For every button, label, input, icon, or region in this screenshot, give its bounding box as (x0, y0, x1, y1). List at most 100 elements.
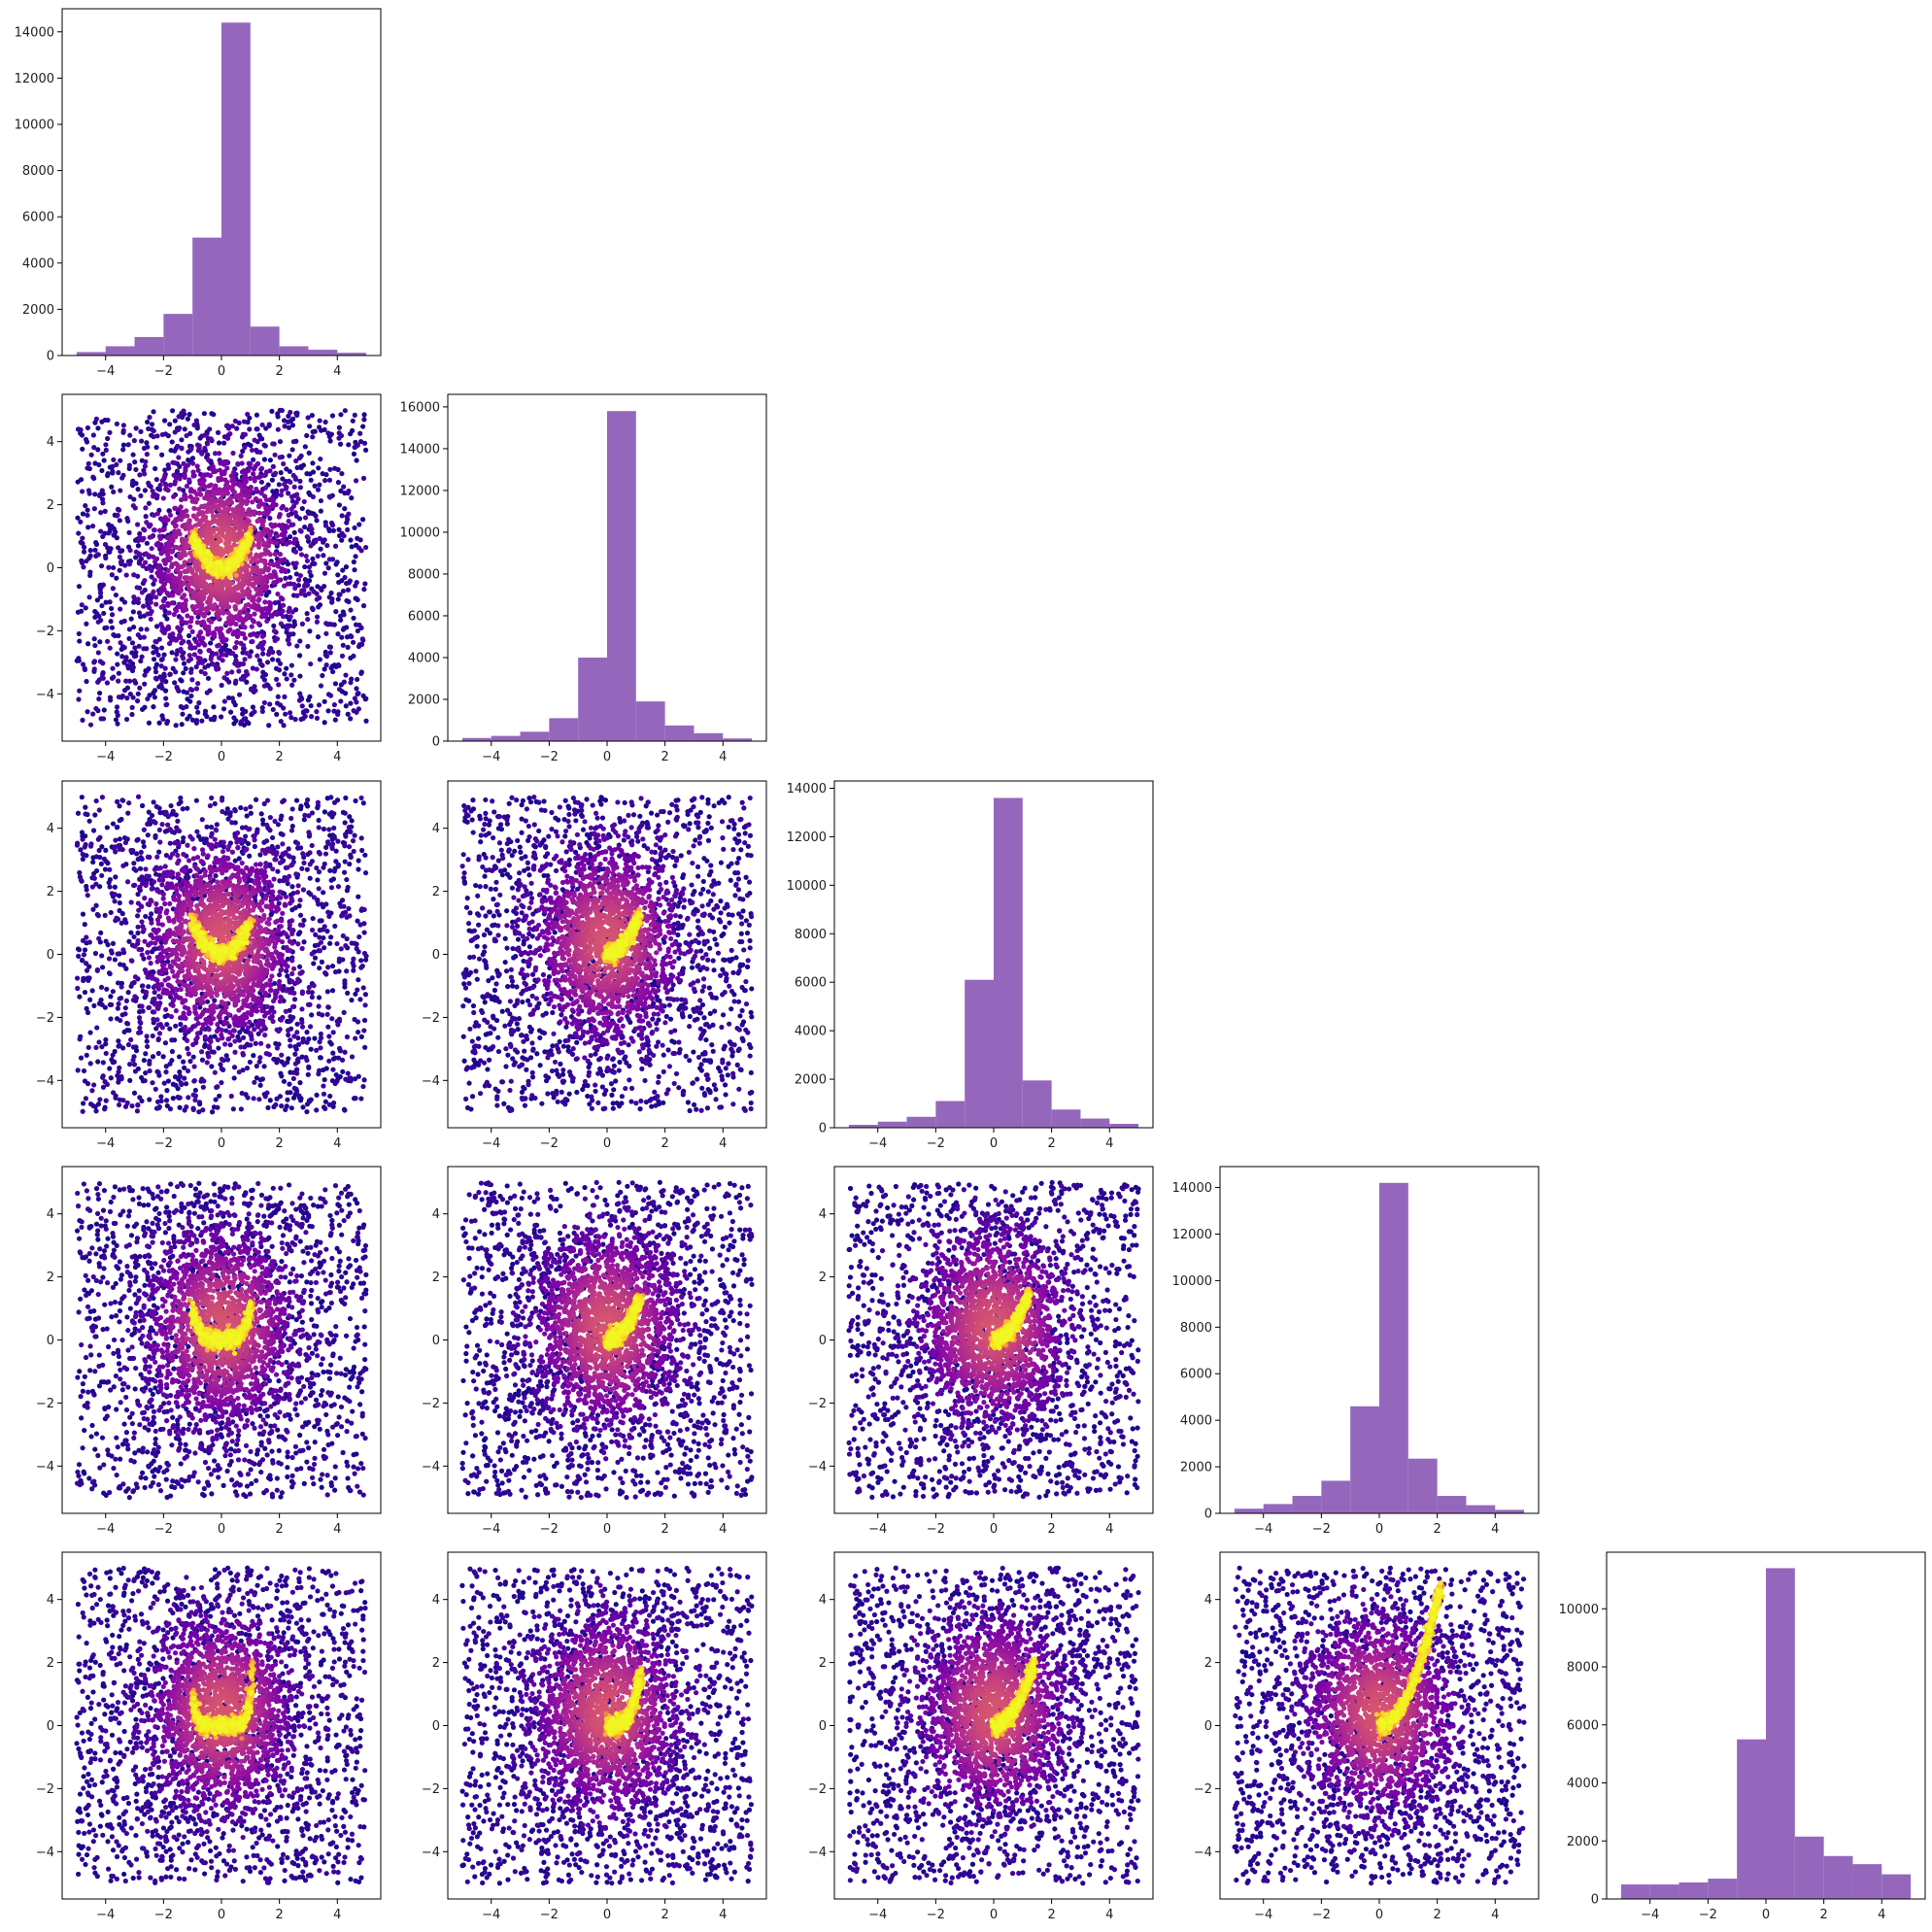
scatter-point (297, 653, 302, 658)
scatter-point (179, 704, 184, 709)
hist-bar (1881, 1875, 1911, 1899)
scatter-point (160, 717, 165, 722)
scatter-point (202, 411, 207, 416)
scatter-point (348, 701, 353, 706)
scatter-point (323, 472, 328, 477)
scatter-point (181, 670, 186, 675)
hist-5-ytick-label: 4000 (1567, 1777, 1599, 1791)
scatter-point (112, 533, 117, 538)
scatter-point (276, 414, 281, 419)
scatter-point (219, 714, 223, 719)
scatter-point (79, 477, 84, 482)
scatter-point (114, 576, 119, 581)
hist-2-ytick-label: 6000 (408, 609, 440, 624)
scatter-point (153, 466, 157, 471)
scatter-point (84, 679, 88, 684)
scatter-point (81, 661, 85, 666)
scatter-point (139, 627, 144, 631)
scatter-point (186, 633, 191, 638)
hist-5-xtick-label: 0 (1762, 1908, 1770, 1922)
scatter-point (336, 663, 341, 668)
scatter-point (119, 654, 124, 659)
hist-2: −4 −2 0 2 4020004000600080001000012000140001… (400, 394, 766, 764)
scatter-point (80, 718, 85, 723)
hist-2-xtick-label: −2 (540, 750, 559, 764)
hist-3-ytick-label: 2000 (795, 1073, 827, 1088)
scatter-point (292, 530, 297, 535)
scatter-point (306, 697, 311, 702)
scatter-point (102, 707, 107, 712)
scatter-point (338, 442, 343, 447)
hist-bar (1466, 1506, 1495, 1513)
scatter-point (111, 565, 116, 570)
scatter-point (146, 666, 151, 671)
scatter-point (322, 720, 327, 725)
hist-bar (1052, 1109, 1081, 1128)
hist-bar (694, 733, 723, 741)
scatter-point (85, 465, 89, 470)
scatter-point (116, 633, 120, 638)
scatter-point (318, 657, 322, 661)
scatter-point (303, 444, 308, 449)
scatter-point (150, 422, 154, 426)
hist-3-xtick-label: 4 (1105, 1136, 1113, 1151)
scatter-point (131, 609, 136, 614)
scatter-point (271, 624, 276, 628)
hist-bar (1679, 1882, 1709, 1899)
scatter-point (116, 713, 120, 718)
scatter-point (100, 452, 105, 457)
scatter-point (211, 704, 216, 709)
hist-2-ytick-label: 12000 (400, 484, 440, 498)
hist-1-xtick-label: 0 (218, 364, 225, 379)
hist-1-ytick-label: 4000 (22, 256, 54, 271)
scatter-point (322, 427, 327, 432)
scatter-point (290, 447, 295, 452)
scatter-point (342, 506, 347, 511)
scatter-point (109, 485, 114, 490)
scatter-point (349, 495, 354, 500)
hist-3: −4 −2 0 2 402000400060008000100001200014000 (787, 781, 1153, 1151)
hist-2-ytick-label: 16000 (400, 400, 440, 415)
scatter-point (339, 471, 344, 476)
scatter-point (85, 525, 90, 529)
scatter-point (85, 508, 90, 513)
scatter-point (125, 663, 130, 668)
scatter-point (142, 682, 147, 687)
scatter-point (294, 465, 299, 470)
hist-1-ytick-label: 8000 (22, 164, 54, 179)
scatter-point (336, 596, 341, 601)
hist-bar (578, 658, 607, 741)
scatter-point (153, 688, 157, 693)
scatter-point (270, 478, 275, 483)
scatter-point (279, 470, 284, 475)
scatter-point (331, 709, 336, 714)
scatter-point (110, 470, 115, 475)
hist-bar (163, 314, 192, 356)
scatter-point (337, 502, 342, 507)
scatter-point (206, 676, 211, 681)
scatter-point (85, 709, 89, 714)
scatter-point (330, 413, 335, 418)
hist-4-ytick-label: 4000 (1180, 1414, 1212, 1429)
scatter-point (82, 550, 86, 555)
scatter-point (336, 480, 341, 485)
scatter-point (298, 546, 303, 551)
scatter-point (338, 614, 343, 619)
hist-1-ytick-label: 6000 (22, 211, 54, 225)
scatter-point (237, 693, 242, 697)
hist-5-ytick-label: 2000 (1567, 1835, 1599, 1849)
hist-5-ytick-label: 8000 (1567, 1661, 1599, 1676)
scatter-point (129, 617, 134, 622)
scatter-point (170, 439, 175, 444)
hist-3-xtick-label: 0 (990, 1136, 998, 1151)
hist-bar (77, 352, 106, 356)
hist-4-xtick-label: 2 (1433, 1522, 1441, 1537)
scatter-point (179, 437, 184, 442)
hist-bar (1650, 1884, 1679, 1899)
scatter-point (151, 704, 155, 709)
hist-1-ytick-label: 0 (47, 350, 54, 364)
scatter-point (115, 661, 119, 666)
scatter-point (162, 418, 167, 423)
scatter-point (353, 554, 357, 559)
